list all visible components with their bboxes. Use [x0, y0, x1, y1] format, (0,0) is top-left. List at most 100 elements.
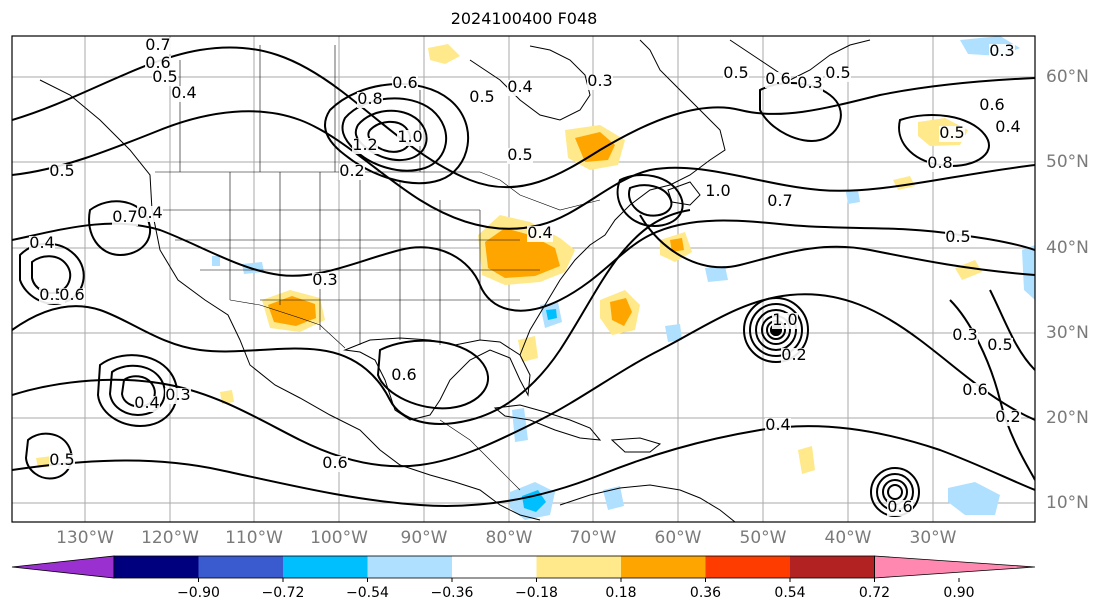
contour-label: 1.2 — [352, 135, 377, 154]
contour-label: 0.4 — [134, 393, 159, 412]
cuba — [493, 404, 602, 441]
shade-area — [603, 486, 624, 510]
contour-label: 0.4 — [29, 233, 54, 252]
contour-label-backdrop — [59, 288, 85, 304]
contour-label: 0.5 — [39, 285, 64, 304]
contour-line — [376, 339, 490, 410]
us-mexico-border — [229, 299, 346, 349]
contour-label-backdrop — [979, 98, 1005, 114]
contour-label-backdrop — [825, 66, 851, 82]
contour-label: 0.6 — [322, 453, 347, 472]
contour-lines — [12, 46, 1035, 517]
colorbar-segment — [198, 556, 284, 578]
longitude-label: 60°W — [654, 528, 702, 548]
contour-label: 0.3 — [989, 41, 1014, 60]
contour-line — [759, 82, 842, 142]
colorbar-tick-label: −0.54 — [346, 585, 389, 601]
contour-label-backdrop — [469, 90, 495, 106]
contour-label-backdrop — [587, 74, 613, 90]
contour-label: 0.4 — [527, 223, 552, 242]
shade-area — [948, 482, 1000, 515]
shade-area — [846, 190, 860, 204]
longitude-label: 40°W — [824, 528, 872, 548]
contour-label-backdrop — [952, 328, 978, 344]
shade-area — [428, 44, 460, 64]
contour-line — [628, 184, 673, 217]
contour-label: 0.6 — [59, 285, 84, 304]
south-america-coast — [559, 484, 736, 522]
shade-area — [665, 324, 682, 342]
contour-line — [12, 293, 1035, 468]
contour-label: 0.2 — [339, 161, 364, 180]
colorbar-tick-label: 0.90 — [943, 585, 975, 601]
contour-label-backdrop — [987, 338, 1013, 354]
longitude-label: 100°W — [310, 528, 368, 548]
colorbar-tick-label: −0.36 — [430, 585, 474, 601]
contour-label: 0.3 — [797, 73, 822, 92]
contour-label-backdrop — [397, 130, 423, 146]
contour-line — [887, 484, 903, 500]
shade-area — [1022, 245, 1035, 300]
shade-area — [798, 446, 815, 474]
contour-label: 0.7 — [767, 191, 792, 210]
colorbar-tick-label: −0.18 — [515, 585, 558, 601]
contour-label-backdrop — [29, 236, 55, 252]
contour-label-backdrop — [392, 76, 418, 92]
contour-label: 0.6 — [979, 95, 1004, 114]
contour-line — [989, 289, 1035, 371]
contour-label-backdrop — [939, 126, 965, 142]
contour-label: 0.5 — [49, 161, 74, 180]
contour-label: 0.3 — [312, 270, 337, 289]
contour-label-backdrop — [171, 86, 197, 102]
contour-line — [12, 209, 691, 425]
contour-line — [88, 200, 151, 257]
contour-line — [949, 299, 1035, 481]
contour-label: 0.4 — [137, 203, 162, 222]
contour-label: 0.6 — [392, 73, 417, 92]
contour-label-backdrop — [145, 38, 171, 54]
contour-label-backdrop — [312, 273, 338, 289]
contour-label-backdrop — [339, 164, 365, 180]
contour-label: 0.8 — [357, 89, 382, 108]
contour-label-backdrop — [945, 230, 971, 246]
contour-label-backdrop — [134, 396, 160, 412]
colorbar-tick-label: 0.36 — [689, 585, 722, 601]
contour-label-backdrop — [995, 410, 1021, 426]
longitude-label: 110°W — [225, 528, 283, 548]
colorbar-segment — [367, 556, 453, 578]
map-title: 2024100400 F048 — [450, 9, 598, 28]
contour-label-backdrop — [352, 138, 378, 154]
contour-label-backdrop — [357, 92, 383, 108]
colorbar-segment — [790, 556, 875, 578]
contour-label-backdrop — [765, 418, 791, 434]
contour-label: 0.6 — [391, 365, 416, 384]
map-frame — [11, 35, 1036, 523]
contour-label-backdrop — [322, 456, 348, 472]
contour-label: 0.6 — [887, 497, 912, 516]
colorbar-segment — [705, 556, 791, 578]
shade-area — [575, 132, 615, 162]
colorbar-tick-label: 0.72 — [858, 585, 891, 601]
contour-line — [96, 354, 179, 427]
hurricane-contour — [749, 303, 803, 357]
contour-label: 0.5 — [723, 63, 748, 82]
contour-label-backdrop — [507, 80, 533, 96]
contour-label-backdrop — [772, 313, 798, 329]
contour-label-backdrop — [391, 368, 417, 384]
contour-label: 0.5 — [825, 63, 850, 82]
north-america-coast — [39, 79, 541, 521]
longitude-label: 120°W — [141, 528, 199, 548]
contour-label-backdrop — [507, 148, 533, 164]
latitude-label: 30°N — [1046, 323, 1089, 343]
contour-label: 0.2 — [781, 345, 806, 364]
latitude-label: 10°N — [1046, 493, 1089, 513]
contour-label-backdrop — [995, 120, 1021, 136]
latitude-label: 60°N — [1046, 67, 1089, 87]
shade-area — [522, 490, 546, 512]
contour-label-backdrop — [989, 44, 1015, 60]
contour-line — [12, 219, 1035, 312]
contour-line — [616, 174, 684, 227]
contour-label: 0.2 — [995, 407, 1020, 426]
contour-label-backdrop — [165, 388, 191, 404]
contour-label: 0.6 — [145, 53, 170, 72]
